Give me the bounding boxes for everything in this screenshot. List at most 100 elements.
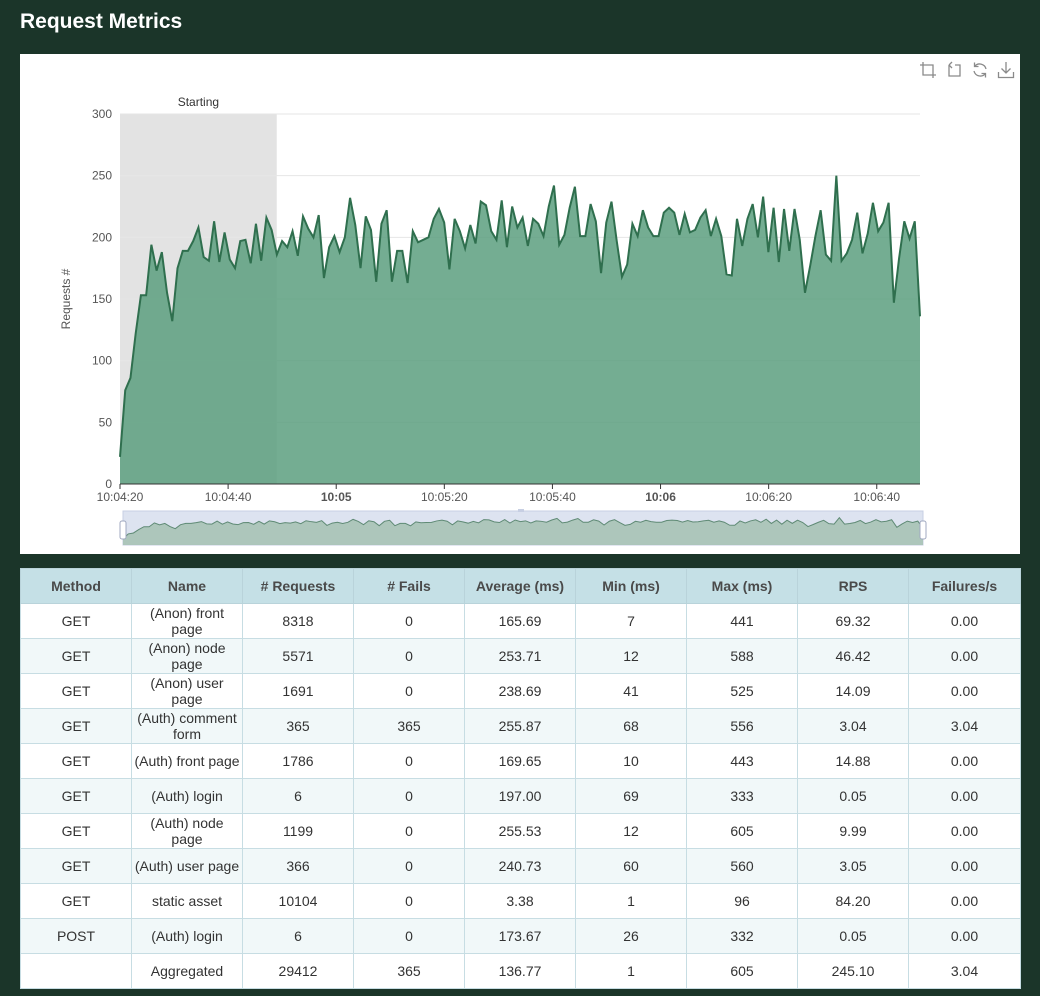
table-row: GET (Auth) front page 1786 0 169.65 10 443 14.8… — [20, 743, 1021, 779]
table-cell: 255.53 — [464, 813, 576, 849]
table-cell: 0.00 — [908, 673, 1021, 709]
table-cell: (Auth) login — [131, 918, 243, 954]
table-cell: 0 — [353, 673, 465, 709]
table-cell: (Auth) comment form — [131, 708, 243, 744]
table-cell: (Anon) front page — [131, 603, 243, 639]
zoom-handle-right[interactable] — [919, 520, 927, 540]
table-cell: 556 — [686, 708, 798, 744]
zoom-slider-line — [122, 516, 924, 540]
column-header[interactable]: Min (ms) — [575, 568, 687, 604]
y-tick-label: 250 — [92, 169, 112, 183]
table-cell: 68 — [575, 708, 687, 744]
table-cell: 441 — [686, 603, 798, 639]
column-header[interactable]: # Requests — [242, 568, 354, 604]
table-cell: 245.10 — [797, 953, 909, 989]
table-row: GET (Anon) front page 8318 0 165.69 7 441 69.32… — [20, 603, 1021, 639]
table-cell: 60 — [575, 848, 687, 884]
x-tick-label: 10:05:40 — [529, 490, 576, 504]
table-cell: 165.69 — [464, 603, 576, 639]
x-tick-label: 10:06:40 — [853, 490, 900, 504]
column-header[interactable]: RPS — [797, 568, 909, 604]
table-cell: 6 — [242, 918, 354, 954]
table-cell: 10104 — [242, 883, 354, 919]
table-cell: 0 — [353, 848, 465, 884]
zoom-slider-area — [123, 517, 923, 545]
x-tick-label: 10:04:20 — [97, 490, 144, 504]
table-cell: 0.05 — [797, 778, 909, 814]
table-cell: 41 — [575, 673, 687, 709]
table-cell: 14.09 — [797, 673, 909, 709]
table-cell: 443 — [686, 743, 798, 779]
table-cell: 365 — [242, 708, 354, 744]
table-cell: 605 — [686, 953, 798, 989]
table-body: GET (Anon) front page 8318 0 165.69 7 441 69.32… — [20, 603, 1021, 989]
table-row: GET (Auth) user page 366 0 240.73 60 560 3.05 0.… — [20, 848, 1021, 884]
table-row: GET static asset 10104 0 3.38 1 96 84.20 0.00 — [20, 883, 1021, 919]
table-cell: 9.99 — [797, 813, 909, 849]
table-cell: GET — [20, 708, 132, 744]
table-cell: (Anon) node page — [131, 638, 243, 674]
table-cell: 0.00 — [908, 743, 1021, 779]
table-cell: GET — [20, 603, 132, 639]
table-cell: 12 — [575, 638, 687, 674]
table-cell: POST — [20, 918, 132, 954]
stats-table: Method Name # Requests # Fails Average (… — [20, 568, 1021, 989]
chart-svg: Starting 0 50 100 150 200 250 300 Requests # 10:0… — [59, 95, 927, 546]
table-cell: 136.77 — [464, 953, 576, 989]
table-cell: GET — [20, 848, 132, 884]
table-cell: 0 — [353, 883, 465, 919]
table-cell: 12 — [575, 813, 687, 849]
table-cell: 253.71 — [464, 638, 576, 674]
table-cell: Aggregated — [131, 953, 243, 989]
table-cell: GET — [20, 883, 132, 919]
table-row: GET (Anon) user page 1691 0 238.69 41 525 14.09… — [20, 673, 1021, 709]
table-cell: GET — [20, 778, 132, 814]
column-header[interactable]: Failures/s — [908, 568, 1021, 604]
table-cell: 0.00 — [908, 813, 1021, 849]
table-cell: 588 — [686, 638, 798, 674]
table-cell: 366 — [242, 848, 354, 884]
table-cell: (Anon) user page — [131, 673, 243, 709]
table-cell: 8318 — [242, 603, 354, 639]
table-cell: 69 — [575, 778, 687, 814]
x-tick-label: 10:06 — [645, 490, 676, 504]
aggregated-row: Aggregated 29412 365 136.77 1 605 245.10 3.04 — [20, 953, 1021, 989]
table-cell: 69.32 — [797, 603, 909, 639]
table-cell: 46.42 — [797, 638, 909, 674]
series-line — [119, 175, 921, 457]
restore-icon[interactable] — [970, 60, 990, 80]
table-cell: 3.38 — [464, 883, 576, 919]
table-cell: 7 — [575, 603, 687, 639]
table-cell: (Auth) user page — [131, 848, 243, 884]
column-header[interactable]: Name — [131, 568, 243, 604]
table-cell: 240.73 — [464, 848, 576, 884]
y-tick-label: 150 — [92, 292, 112, 306]
stats-table-wrap: Method Name # Requests # Fails Average (… — [20, 568, 1021, 989]
table-cell: 0.00 — [908, 603, 1021, 639]
column-header[interactable]: Method — [20, 568, 132, 604]
table-row: GET (Auth) node page 1199 0 255.53 12 605 9.99 0… — [20, 813, 1021, 849]
x-tick-label: 10:05 — [321, 490, 352, 504]
column-header[interactable]: # Fails — [353, 568, 465, 604]
column-header[interactable]: Max (ms) — [686, 568, 798, 604]
table-cell: 0.00 — [908, 778, 1021, 814]
download-icon[interactable] — [996, 60, 1016, 80]
zoom-reset-icon[interactable] — [944, 60, 964, 80]
zoom-icon[interactable] — [918, 60, 938, 80]
table-cell: 5571 — [242, 638, 354, 674]
zoom-handle-left[interactable] — [119, 520, 127, 540]
table-cell: 96 — [686, 883, 798, 919]
table-row: POST (Auth) login 6 0 173.67 26 332 0.05 0.00 — [20, 918, 1021, 954]
table-cell: GET — [20, 743, 132, 779]
mark-area-label: Starting — [178, 95, 219, 109]
y-tick-label: 0 — [105, 477, 112, 491]
table-cell: (Auth) login — [131, 778, 243, 814]
column-header[interactable]: Average (ms) — [464, 568, 576, 604]
zoom-move-handle[interactable] — [518, 509, 524, 512]
table-cell: 332 — [686, 918, 798, 954]
table-cell: 255.87 — [464, 708, 576, 744]
y-tick-label: 200 — [92, 230, 112, 244]
y-tick-label: 100 — [92, 354, 112, 368]
table-row: GET (Auth) comment form 365 365 255.87 68 556 3… — [20, 708, 1021, 744]
table-cell: (Auth) node page — [131, 813, 243, 849]
